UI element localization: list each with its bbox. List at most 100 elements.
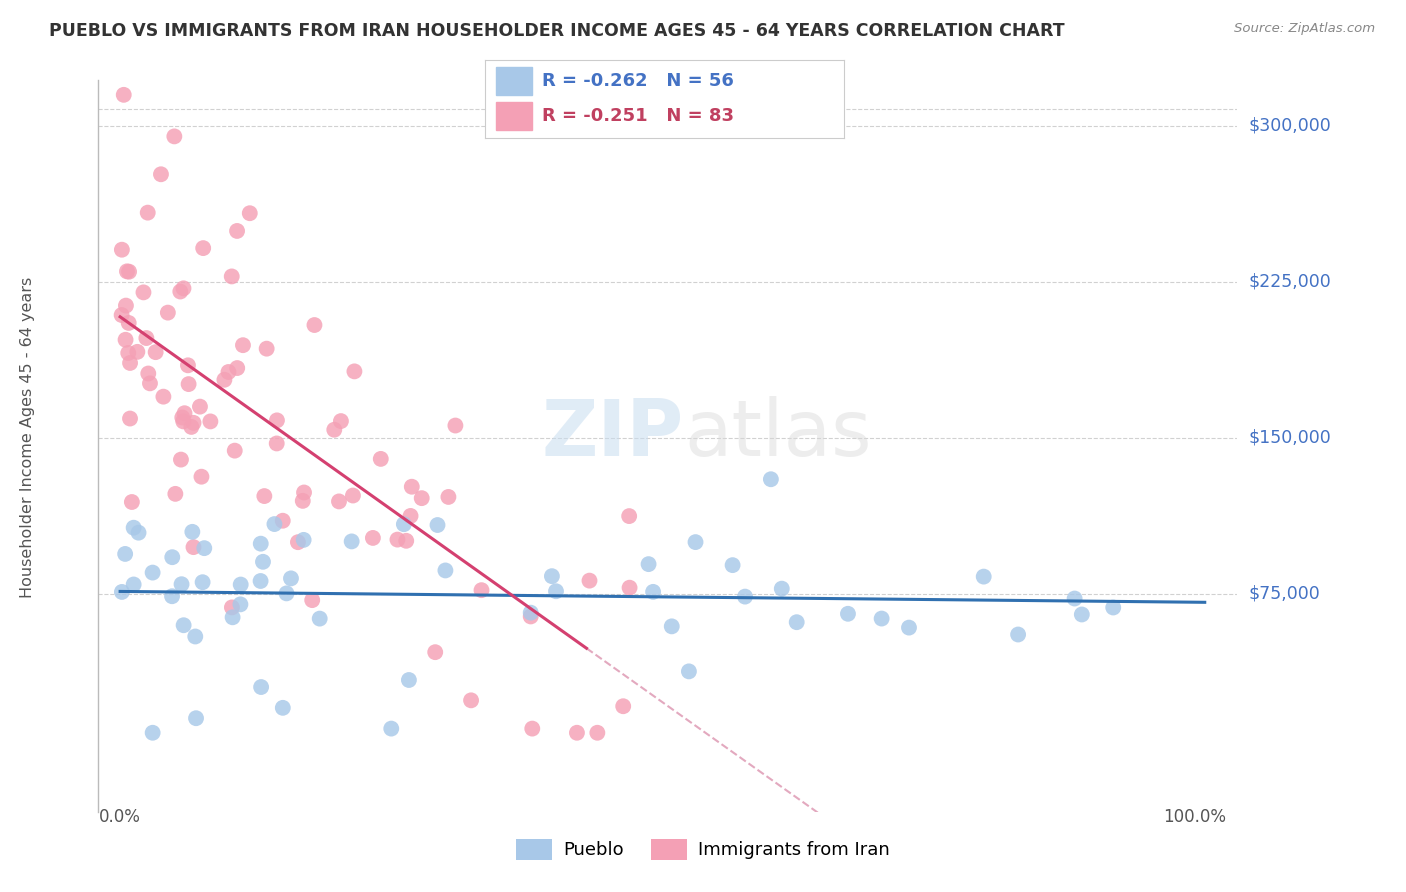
Point <box>188 400 211 414</box>
Point <box>411 491 433 505</box>
Point <box>460 693 482 707</box>
Point <box>132 285 155 300</box>
Point <box>292 533 315 547</box>
Point <box>323 423 346 437</box>
Point <box>173 406 195 420</box>
Text: $225,000: $225,000 <box>1249 273 1331 291</box>
Point <box>426 518 449 533</box>
Text: R = -0.251   N = 83: R = -0.251 N = 83 <box>543 107 734 125</box>
Point <box>135 331 157 345</box>
Point <box>169 285 191 299</box>
Text: Source: ZipAtlas.com: Source: ZipAtlas.com <box>1234 22 1375 36</box>
Point <box>271 701 294 715</box>
Point <box>361 531 384 545</box>
Point <box>170 577 193 591</box>
Point <box>117 346 139 360</box>
Point <box>734 590 756 604</box>
Point <box>266 413 288 427</box>
Point <box>578 574 600 588</box>
Point <box>217 365 239 379</box>
Point <box>249 537 271 551</box>
Point <box>837 607 859 621</box>
Point <box>434 564 457 578</box>
Point <box>266 436 288 450</box>
Point <box>111 243 134 257</box>
Point <box>643 585 665 599</box>
Text: Householder Income Ages 45 - 64 years: Householder Income Ages 45 - 64 years <box>21 277 35 599</box>
Point <box>276 586 298 600</box>
Text: $75,000: $75,000 <box>1249 584 1320 602</box>
Point <box>173 618 195 632</box>
Point <box>120 356 142 370</box>
Point <box>142 725 165 739</box>
Point <box>256 342 278 356</box>
Point <box>1102 600 1125 615</box>
Point <box>898 621 921 635</box>
Point <box>541 569 564 583</box>
Point <box>121 495 143 509</box>
Point <box>287 535 309 549</box>
Point <box>112 87 135 102</box>
Point <box>770 582 793 596</box>
Point <box>177 377 200 392</box>
Point <box>190 469 212 483</box>
Point <box>973 569 995 583</box>
Point <box>380 722 402 736</box>
Text: ZIP: ZIP <box>541 395 685 472</box>
Point <box>183 416 205 430</box>
Point <box>214 373 236 387</box>
Point <box>586 725 609 739</box>
Point <box>229 577 252 591</box>
Point <box>721 558 744 573</box>
Text: $300,000: $300,000 <box>1249 117 1331 135</box>
Point <box>759 472 782 486</box>
Point <box>786 615 808 630</box>
Point <box>114 333 136 347</box>
Point <box>519 609 541 624</box>
Point <box>253 489 276 503</box>
Point <box>127 344 149 359</box>
Point <box>328 494 350 508</box>
Point <box>301 593 323 607</box>
Point <box>387 533 409 547</box>
Point <box>343 364 366 378</box>
Point <box>156 305 179 319</box>
Point <box>224 443 246 458</box>
Point <box>870 611 893 625</box>
Point <box>544 584 567 599</box>
Point <box>395 533 418 548</box>
Point <box>249 574 271 588</box>
Bar <box>496 67 531 95</box>
Point <box>136 205 159 219</box>
Point <box>519 606 541 620</box>
Point <box>145 345 167 359</box>
Point <box>685 535 707 549</box>
Point <box>619 581 641 595</box>
Point <box>252 555 274 569</box>
Point <box>139 376 162 391</box>
Point <box>221 600 243 615</box>
Point <box>181 524 204 539</box>
Point <box>425 645 447 659</box>
Point <box>172 414 194 428</box>
Point <box>612 699 634 714</box>
Point <box>183 540 205 554</box>
Point <box>392 517 415 532</box>
Point <box>177 359 200 373</box>
Point <box>115 299 138 313</box>
Text: R = -0.262   N = 56: R = -0.262 N = 56 <box>543 72 734 90</box>
Point <box>193 241 215 255</box>
Point <box>304 318 326 332</box>
Point <box>165 487 187 501</box>
Text: $150,000: $150,000 <box>1249 429 1331 447</box>
Point <box>401 480 423 494</box>
Point <box>342 489 364 503</box>
Point <box>329 414 352 428</box>
Point <box>522 722 544 736</box>
Point <box>398 673 420 687</box>
Point <box>173 281 195 295</box>
Point <box>111 585 134 599</box>
Point <box>191 575 214 590</box>
Point <box>250 680 273 694</box>
Point <box>122 577 145 591</box>
